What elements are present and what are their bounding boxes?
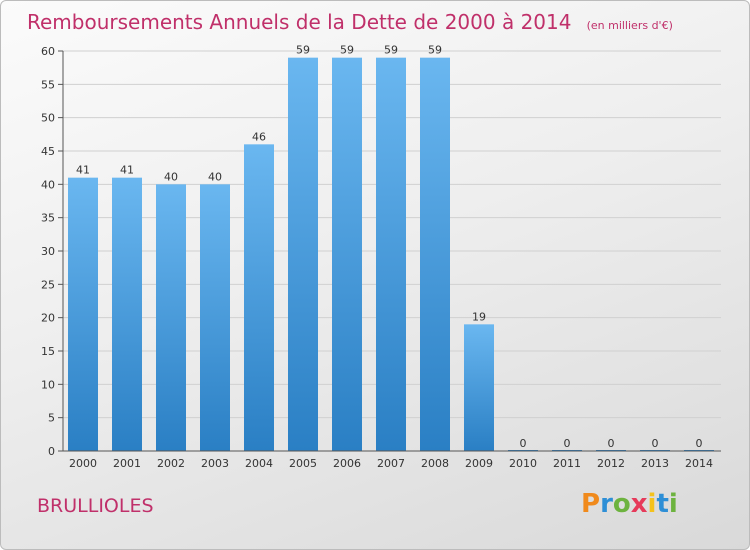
x-tick-label: 2005 xyxy=(289,457,317,470)
y-tick-label: 30 xyxy=(41,245,55,258)
value-label: 46 xyxy=(252,130,266,143)
logo-letter: i xyxy=(647,489,657,519)
value-label: 0 xyxy=(608,437,615,450)
y-tick-label: 35 xyxy=(41,212,55,225)
value-label: 0 xyxy=(652,437,659,450)
commune-name: BRULLIOLES xyxy=(37,495,154,517)
x-tick-label: 2003 xyxy=(201,457,229,470)
value-label: 59 xyxy=(384,44,398,57)
logo-letter: x xyxy=(630,489,648,519)
logo-letter: r xyxy=(600,489,613,519)
value-label: 59 xyxy=(428,44,442,57)
value-label: 59 xyxy=(340,44,354,57)
x-tick-label: 2011 xyxy=(553,457,581,470)
x-tick-label: 2013 xyxy=(641,457,669,470)
bar xyxy=(288,57,318,452)
bar xyxy=(156,184,186,452)
bar xyxy=(464,324,494,451)
y-tick-label: 0 xyxy=(48,445,55,458)
axes xyxy=(58,50,721,452)
value-label: 40 xyxy=(164,170,178,183)
y-tick-label: 45 xyxy=(41,145,55,158)
x-tick-label: 2001 xyxy=(113,457,141,470)
y-tick-label: 20 xyxy=(41,312,55,325)
x-tick-label: 2006 xyxy=(333,457,361,470)
y-tick-label: 55 xyxy=(41,78,55,91)
x-tick-label: 2010 xyxy=(509,457,537,470)
x-tick-label: 2009 xyxy=(465,457,493,470)
x-tick-label: 2008 xyxy=(421,457,449,470)
logo-letter: o xyxy=(612,489,631,519)
y-tick-label: 25 xyxy=(41,278,55,291)
bar xyxy=(68,177,98,451)
y-tick-label: 40 xyxy=(41,178,55,191)
bar xyxy=(332,57,362,452)
value-label: 41 xyxy=(120,164,134,177)
proxiti-logo: Proxiti xyxy=(581,489,678,519)
y-tick-label: 60 xyxy=(41,45,55,58)
y-tick-label: 50 xyxy=(41,112,55,125)
logo-letter: P xyxy=(581,489,601,519)
value-label: 0 xyxy=(520,437,527,450)
value-label: 0 xyxy=(696,437,703,450)
chart-title-main: Remboursements Annuels de la Dette de 20… xyxy=(27,10,571,34)
y-tick-label: 10 xyxy=(41,378,55,391)
logo-letter: i xyxy=(668,489,678,519)
x-tick-label: 2004 xyxy=(245,457,273,470)
value-label: 41 xyxy=(76,164,90,177)
y-tick-label: 15 xyxy=(41,345,55,358)
x-tick-label: 2002 xyxy=(157,457,185,470)
labels: 0 5 10 15 20 25 30 35 40 45 50 55 60 41 2000 41 2001 40 20… xyxy=(41,44,713,470)
bar xyxy=(112,177,142,451)
chart-title: Remboursements Annuels de la Dette de 20… xyxy=(27,10,673,34)
bar xyxy=(244,144,274,452)
x-tick-label: 2014 xyxy=(685,457,713,470)
y-tick-label: 5 xyxy=(48,412,55,425)
bar xyxy=(200,184,230,452)
value-label: 0 xyxy=(564,437,571,450)
chart-title-unit: (en milliers d'€) xyxy=(587,19,673,32)
logo-letter: t xyxy=(656,489,669,519)
value-label: 40 xyxy=(208,170,222,183)
bar xyxy=(376,57,406,452)
value-label: 59 xyxy=(296,44,310,57)
x-tick-label: 2000 xyxy=(69,457,97,470)
bars xyxy=(68,57,714,452)
x-tick-label: 2007 xyxy=(377,457,405,470)
value-label: 19 xyxy=(472,310,486,323)
bar xyxy=(420,57,450,452)
x-tick-label: 2012 xyxy=(597,457,625,470)
